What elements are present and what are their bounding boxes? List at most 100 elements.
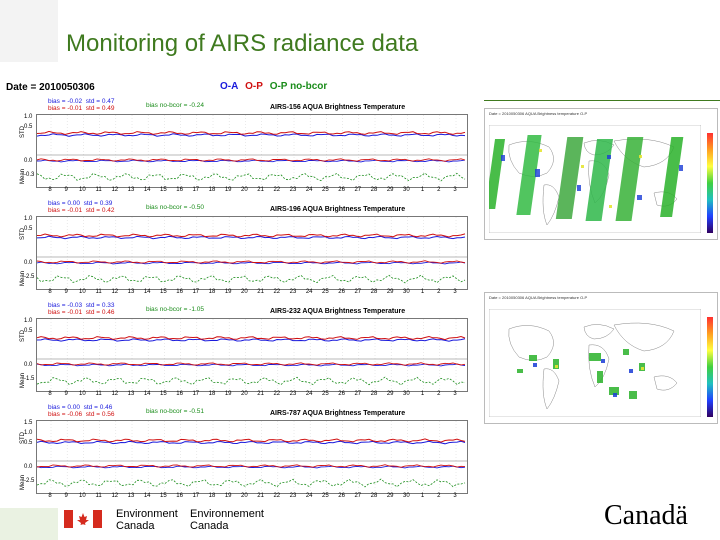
x-tick-label: 20 — [241, 289, 248, 295]
x-tick-label: 8 — [48, 493, 52, 499]
panel-plot — [36, 420, 468, 494]
std-op-line — [36, 130, 466, 136]
x-tick-label: 10 — [79, 187, 86, 193]
map-title-bottom: AQUA Brightness temperature O-P — [525, 295, 588, 300]
x-tick-label: 23 — [289, 289, 297, 295]
grid — [50, 319, 457, 391]
colorbar-top — [707, 133, 713, 233]
x-tick-label: 13 — [127, 391, 135, 397]
x-tick-label: 27 — [354, 187, 362, 193]
x-tick-label: 28 — [370, 493, 378, 499]
x-tick-label: 12 — [111, 493, 119, 499]
corner-decoration — [0, 0, 58, 62]
x-tick-label: 18 — [208, 493, 216, 499]
bias-oa: bias = 0.00 — [48, 200, 80, 207]
map-title-top: AQUA Brightness temperature O-P — [525, 111, 588, 116]
mean-tick-label: 0.0 — [24, 464, 33, 470]
x-tick-label: 27 — [354, 493, 362, 499]
x-tick-label: 11 — [95, 187, 102, 193]
x-tick-label: 25 — [322, 187, 329, 193]
panel-stats: bias = -0.03 std = 0.33 bias = -0.01 std … — [48, 302, 115, 316]
mean-op-line — [36, 260, 466, 264]
footer-corner — [0, 508, 58, 540]
x-tick-label: 15 — [160, 187, 167, 193]
x-tick-label: 16 — [176, 187, 183, 193]
canada-flag-icon — [64, 510, 102, 528]
x-tick-label: 9 — [64, 187, 68, 193]
x-tick-label: 21 — [257, 493, 264, 499]
x-tick-label: 24 — [305, 391, 313, 397]
panel-plot-svg — [36, 319, 467, 391]
map-header-bottom: Date = 2010050306 AQUA Brightness temper… — [489, 295, 587, 300]
x-axis: 8 9 10 11 12 13 14 15 16 17 18 19 20 21 22 23 24 25 26 27 28… — [36, 391, 466, 399]
legend-oa: O-A — [220, 81, 239, 92]
std-op-line — [36, 438, 466, 443]
map-world-top — [489, 125, 701, 233]
x-tick-label: 22 — [273, 289, 281, 295]
x-tick-label: 23 — [289, 187, 297, 193]
x-tick-label: 19 — [224, 187, 232, 193]
panel-plot — [36, 114, 468, 188]
panel-stats: bias = 0.00 std = 0.39 bias = -0.01 std =… — [48, 200, 115, 214]
mean-tick-label: 0.0 — [24, 362, 33, 368]
x-tick-label: 8 — [48, 187, 52, 193]
x-tick-label: 14 — [143, 289, 151, 295]
x-tick-label: 29 — [386, 493, 394, 499]
x-tick-label: 19 — [224, 289, 232, 295]
x-tick-label: 28 — [370, 187, 378, 193]
std-op-line — [36, 233, 466, 238]
x-tick-label: 23 — [289, 391, 297, 397]
std-oa: std = 0.39 — [83, 200, 113, 207]
grid — [50, 421, 457, 493]
x-tick-label: 23 — [289, 493, 297, 499]
mean-oa-line — [36, 465, 466, 469]
std-op: std = 0.49 — [85, 105, 115, 112]
mean-tick-label: -0.3 — [24, 172, 35, 178]
std-oa: std = 0.47 — [85, 98, 115, 105]
std-tick-label: 0.5 — [24, 124, 33, 130]
x-tick-label: 25 — [322, 493, 329, 499]
slide-title: Monitoring of AIRS radiance data — [66, 30, 419, 57]
x-tick-label: 2 — [437, 187, 441, 193]
mean-tick-label: 0.0 — [24, 158, 33, 164]
x-tick-label: 21 — [257, 289, 264, 295]
x-tick-label: 14 — [143, 493, 151, 499]
bias-oa: bias = -0.02 — [48, 98, 83, 105]
std-op-line — [36, 335, 466, 341]
x-tick-label: 29 — [386, 187, 394, 193]
legend: O-A O-P O-P no-bcor — [220, 81, 331, 92]
bias-oa: bias = 0.00 — [48, 404, 80, 411]
x-tick-label: 10 — [79, 493, 86, 499]
x-tick-label: 22 — [273, 493, 281, 499]
bias-op: bias = -0.01 — [48, 207, 83, 214]
grid — [50, 115, 457, 187]
x-tick-label: 15 — [160, 289, 167, 295]
x-tick-label: 24 — [305, 289, 313, 295]
panel-title: AIRS-787 AQUA Brightness Temperature — [270, 410, 406, 417]
x-tick-label: 19 — [224, 391, 232, 397]
x-tick-label: 28 — [370, 289, 378, 295]
x-tick-label: 14 — [143, 391, 151, 397]
x-tick-label: 29 — [386, 289, 394, 295]
x-tick-label: 11 — [95, 391, 102, 397]
x-tick-label: 3 — [453, 493, 457, 499]
mean-tick-label: 0.0 — [24, 260, 33, 266]
std-tick-label: 1.0 — [24, 430, 33, 436]
x-tick-label: 28 — [370, 391, 378, 397]
map-date-bottom: Date = 2010050306 — [489, 295, 525, 300]
mean-oa-line — [36, 159, 466, 163]
x-tick-label: 25 — [322, 289, 329, 295]
bias-op: bias = -0.01 — [48, 105, 83, 112]
panel-title: AIRS-196 AQUA Brightness Temperature — [270, 206, 406, 213]
bias-op: bias = -0.01 — [48, 309, 83, 316]
std-oa-line — [36, 133, 466, 137]
x-tick-label: 17 — [192, 391, 200, 397]
footer — [0, 508, 720, 540]
std-op: std = 0.42 — [85, 207, 115, 214]
bias-oa: bias = -0.03 — [48, 302, 83, 309]
std-oa: std = 0.33 — [85, 302, 115, 309]
x-tick-label: 13 — [127, 289, 135, 295]
panel-title: AIRS-232 AQUA Brightness Temperature — [270, 308, 406, 315]
x-tick-label: 1 — [420, 493, 425, 499]
std-oa-line — [36, 235, 466, 240]
